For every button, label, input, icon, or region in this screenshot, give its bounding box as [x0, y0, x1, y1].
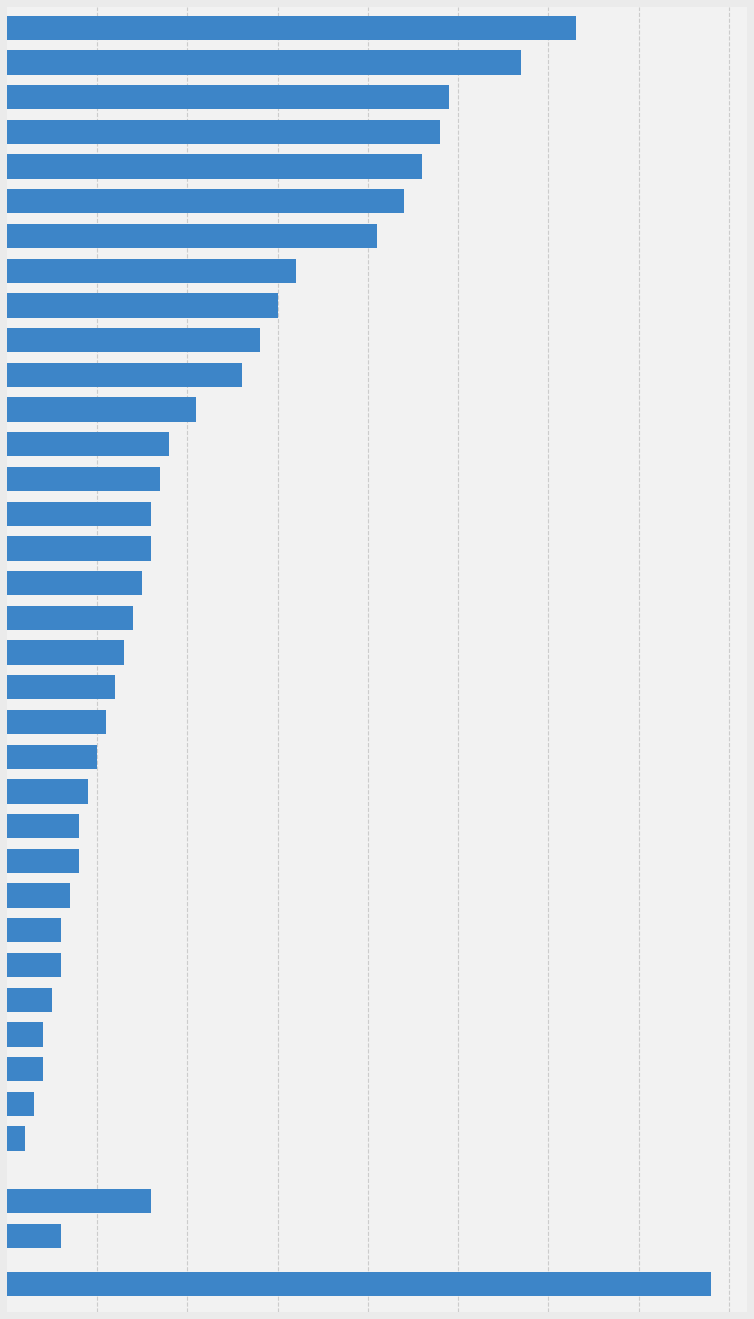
Bar — [7, 675, 115, 699]
Bar — [7, 84, 449, 109]
Bar — [7, 467, 161, 491]
Bar — [7, 1092, 34, 1116]
Bar — [7, 293, 277, 318]
Bar — [7, 16, 575, 40]
Bar — [7, 814, 79, 839]
Bar — [7, 433, 170, 456]
Bar — [7, 120, 440, 144]
Bar — [7, 1057, 43, 1082]
Bar — [7, 744, 97, 769]
Bar — [7, 710, 106, 735]
Bar — [7, 1188, 152, 1213]
Bar — [7, 780, 88, 803]
Bar — [7, 397, 197, 422]
Bar — [7, 189, 404, 214]
Bar — [7, 988, 52, 1012]
Bar — [7, 848, 79, 873]
Bar — [7, 571, 143, 595]
Bar — [7, 918, 61, 942]
Bar — [7, 1126, 25, 1150]
Bar — [7, 952, 61, 977]
Bar — [7, 641, 124, 665]
Bar — [7, 154, 422, 179]
Bar — [7, 501, 152, 526]
Bar — [7, 363, 241, 386]
Bar — [7, 605, 133, 630]
Bar — [7, 1022, 43, 1046]
Bar — [7, 50, 522, 75]
Bar — [7, 1224, 61, 1248]
Bar — [7, 224, 377, 248]
Bar — [7, 1272, 711, 1297]
Bar — [7, 537, 152, 561]
Bar — [7, 259, 296, 282]
Bar — [7, 884, 70, 907]
Bar — [7, 328, 259, 352]
